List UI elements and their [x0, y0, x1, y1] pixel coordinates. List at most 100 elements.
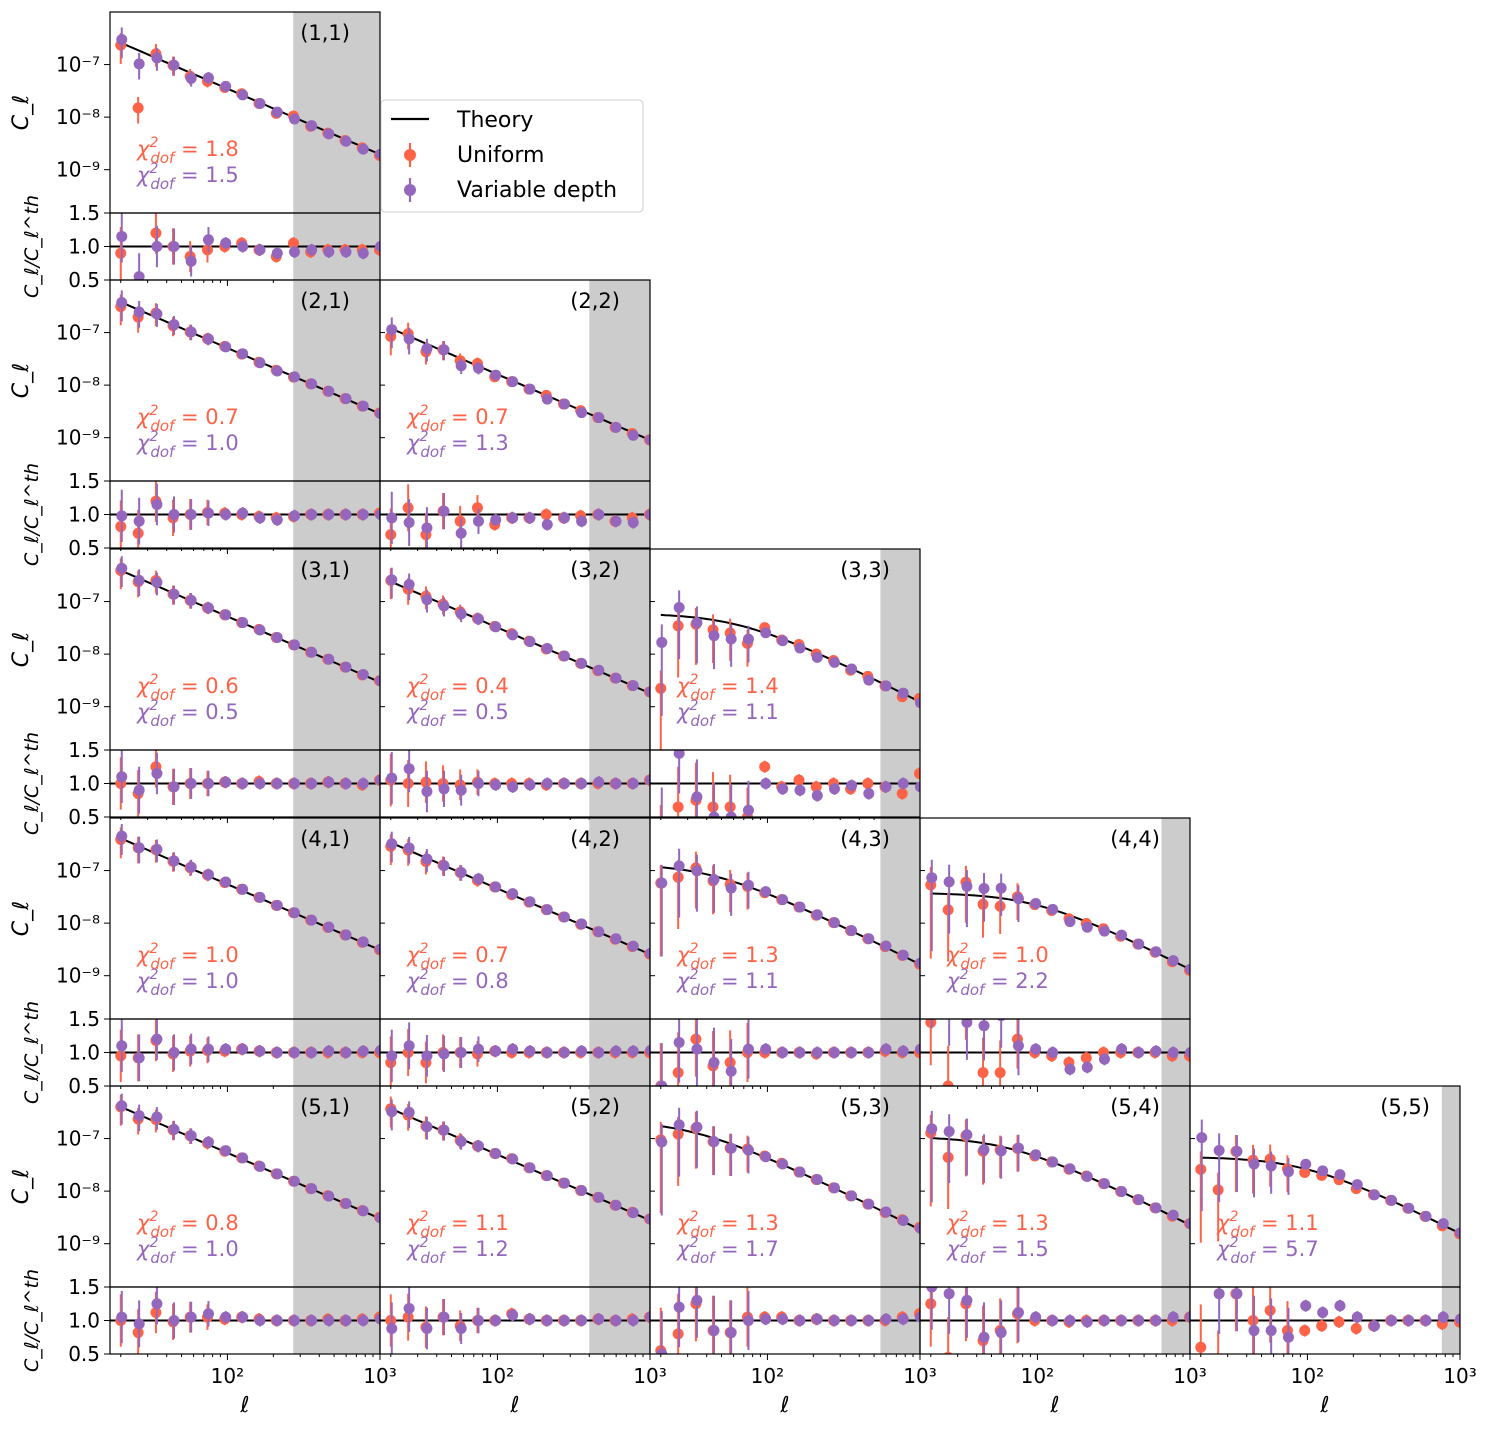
variable-point — [386, 1106, 398, 1118]
variable-point — [472, 873, 484, 885]
variable-ratio-point — [1386, 1315, 1398, 1326]
variable-ratio-point — [627, 517, 639, 529]
variable-ratio-point — [421, 1323, 433, 1335]
main-plot-area — [115, 1093, 380, 1224]
variable-point — [644, 434, 650, 446]
variable-ratio-point — [828, 1047, 840, 1058]
variable-ratio-point — [490, 1045, 502, 1057]
pair-label: (3,3) — [840, 558, 890, 582]
variable-ratio-point — [777, 1047, 789, 1058]
variable-ratio-point — [116, 510, 128, 522]
ratio-y-tick-label: 0.5 — [68, 536, 100, 560]
variable-ratio-point — [524, 1313, 536, 1325]
variable-point — [673, 601, 685, 613]
variable-point — [340, 393, 352, 405]
variable-ratio-point — [168, 781, 180, 793]
variable-point — [507, 376, 519, 388]
ratio-plot-area — [110, 1019, 380, 1082]
chi2-variable: χ2 dof = 1.7 — [676, 1235, 779, 1267]
variable-point — [1133, 938, 1145, 950]
variable-point — [1150, 946, 1162, 958]
variable-ratio-point — [254, 778, 266, 789]
variable-ratio-point — [1030, 1311, 1042, 1323]
y-tick-label: 10⁻⁸ — [56, 1179, 100, 1203]
variable-ratio-point — [794, 1047, 806, 1058]
ratio-plot-area — [110, 750, 380, 817]
variable-ratio-point — [202, 778, 214, 789]
variable-point — [323, 128, 335, 140]
chi2-uniform: χ2 dof = 1.3 — [946, 1209, 1049, 1241]
variable-ratio-point — [271, 1047, 283, 1058]
variable-point — [610, 421, 622, 433]
variable-ratio-point — [237, 1311, 249, 1323]
variable-ratio-point — [1098, 1053, 1110, 1065]
legend-variable-label: Variable depth — [457, 178, 617, 203]
variable-ratio-point — [507, 1309, 519, 1321]
variable-point — [306, 1183, 318, 1195]
variable-ratio-point — [220, 237, 232, 249]
variable-ratio-point — [133, 784, 145, 796]
variable-ratio-point — [323, 1315, 335, 1326]
variable-ratio-point — [673, 750, 685, 759]
variable-point — [1213, 1144, 1225, 1156]
variable-point — [691, 865, 703, 877]
variable-ratio-point — [656, 1080, 668, 1086]
variable-point — [777, 635, 789, 647]
variable-point — [237, 348, 249, 360]
variable-ratio-point — [254, 1315, 266, 1326]
variable-ratio-point — [323, 246, 335, 258]
variable-ratio-point — [691, 1294, 703, 1306]
variable-ratio-point — [1368, 1320, 1380, 1332]
variable-point — [995, 882, 1007, 894]
variable-ratio-point — [760, 1313, 772, 1325]
variable-point — [237, 1152, 249, 1164]
ratio-plot-area — [920, 1019, 1190, 1086]
ratio-plot-area — [650, 750, 920, 817]
variable-point — [271, 1168, 283, 1180]
variable-point — [880, 1206, 892, 1218]
variable-ratio-point — [220, 1043, 232, 1055]
variable-point — [558, 650, 570, 662]
panel-5-5: 10² 10³ ℓ (5,5) χ2 dof = 1.1χ2 dof = 5.7 — [1189, 1085, 1477, 1418]
variable-point — [116, 297, 128, 309]
variable-point — [185, 861, 197, 873]
variable-ratio-point — [576, 778, 588, 789]
variable-point — [1012, 893, 1024, 905]
variable-ratio-point — [151, 1298, 163, 1310]
variable-ratio-point — [374, 509, 380, 520]
variable-ratio-point — [374, 774, 380, 786]
variable-ratio-point — [1133, 1047, 1145, 1058]
variable-point — [151, 843, 163, 855]
variable-point — [576, 918, 588, 930]
variable-point — [490, 1147, 502, 1159]
variable-point — [1368, 1189, 1380, 1201]
variable-point — [133, 574, 145, 586]
chi2-uniform: χ2 dof = 0.7 — [406, 941, 509, 973]
variable-point — [185, 594, 197, 606]
variable-point — [472, 613, 484, 625]
legend-box — [380, 99, 644, 213]
variable-point — [846, 925, 858, 937]
main-plot-area — [655, 590, 920, 750]
variable-point — [271, 631, 283, 643]
variable-point — [168, 588, 180, 600]
variable-ratio-point — [863, 788, 875, 800]
variable-ratio-point — [490, 514, 502, 526]
chi2-variable: χ2 dof = 1.0 — [136, 967, 239, 999]
uniform-ratio-point — [1350, 1323, 1362, 1335]
y-tick-label: 10⁻⁹ — [56, 158, 100, 182]
y-axis-label-main: C_ℓ — [9, 95, 34, 130]
pair-label: (3,1) — [300, 558, 350, 582]
variable-point — [978, 1144, 990, 1156]
variable-ratio-point — [340, 509, 352, 520]
chi2-uniform: χ2 dof = 0.8 — [136, 1209, 239, 1241]
variable-ratio-point — [116, 1311, 128, 1323]
ratio-y-tick-label: 1.5 — [68, 469, 100, 493]
pair-label: (5,3) — [840, 1095, 890, 1119]
variable-ratio-point — [1167, 1047, 1179, 1058]
variable-point — [116, 1100, 128, 1112]
variable-point — [593, 926, 605, 938]
variable-point — [202, 333, 214, 345]
variable-point — [811, 909, 823, 921]
variable-point — [237, 883, 249, 895]
